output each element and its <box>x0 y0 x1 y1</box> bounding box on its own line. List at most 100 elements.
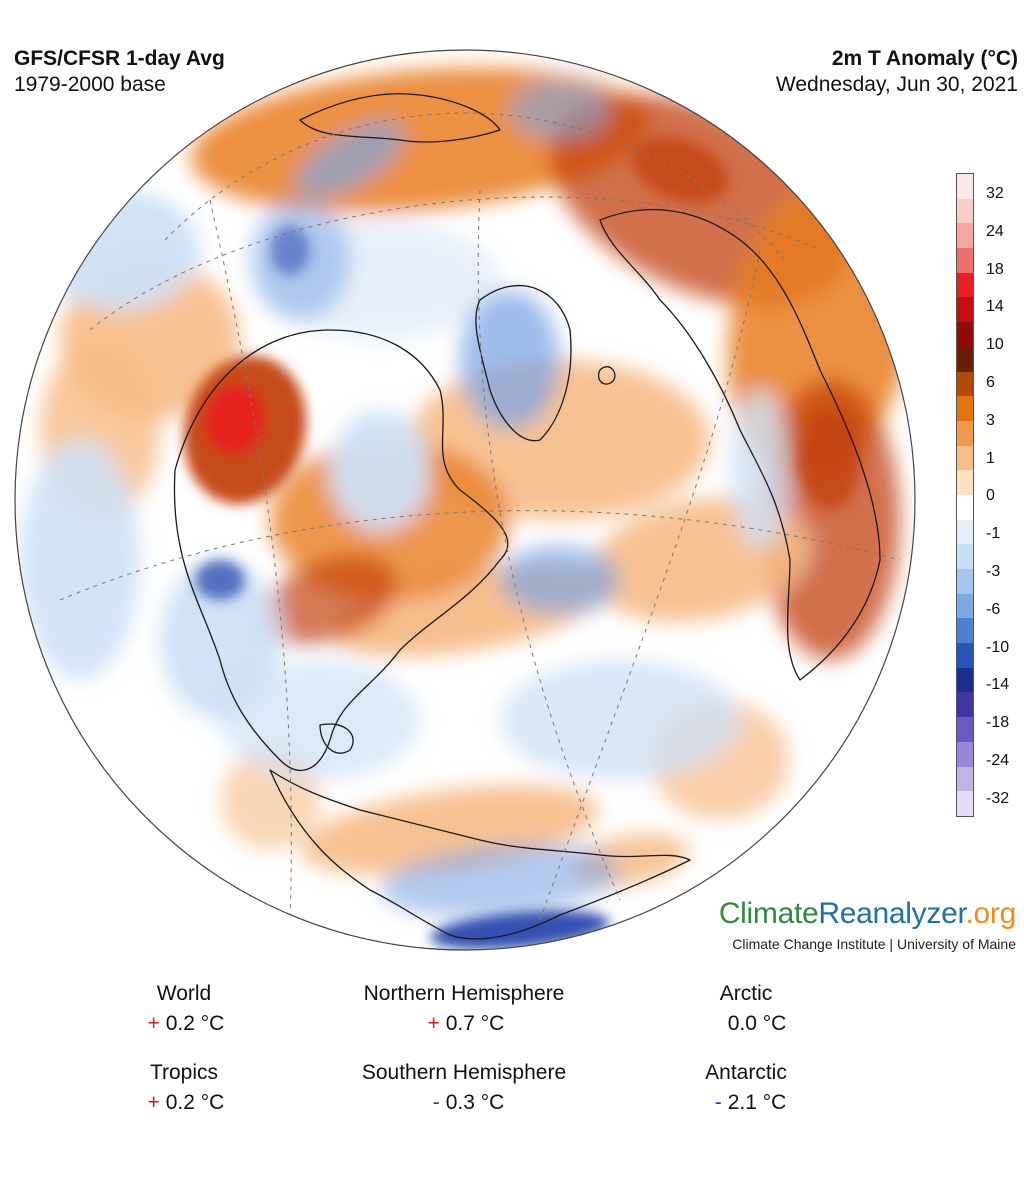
stat-value-row: +0.2 °C <box>34 1010 334 1038</box>
stat-world: World +0.2 °C <box>34 980 334 1038</box>
anomaly-hotspot <box>800 410 860 510</box>
anomaly-cool-region <box>460 290 560 430</box>
graticule-line <box>209 199 292 921</box>
anomaly-coldspot <box>195 560 245 600</box>
stat-northern-hemisphere: Northern Hemisphere +0.7 °C <box>314 980 614 1038</box>
legend-swatch <box>957 766 973 792</box>
stat-southern-hemisphere: Southern Hemisphere -0.3 °C <box>314 1059 614 1117</box>
brand-block: ClimateReanalyzer.org Climate Change Ins… <box>719 896 1016 954</box>
baseline-label: 1979-2000 base <box>14 73 166 96</box>
anomaly-cool-region <box>296 123 404 197</box>
coastline <box>299 93 501 143</box>
brand-logo-part-reanalyzer: Reanalyzer <box>818 897 966 930</box>
anomaly-hotspot <box>204 385 266 455</box>
brand-logo-part-org: .org <box>965 897 1017 930</box>
legend-label: 18 <box>986 260 1004 278</box>
stat-value: 0.2 °C <box>165 1012 225 1035</box>
anomaly-cool-region <box>220 660 420 780</box>
stat-sign: - <box>432 1091 440 1114</box>
stat-name: Tropics <box>149 1061 219 1084</box>
dataset-title: GFS/CFSR 1-day Avg <box>14 47 225 70</box>
stat-sign: + <box>427 1012 440 1035</box>
anomaly-cool-region <box>40 190 200 310</box>
legend-label: 6 <box>986 374 995 391</box>
stat-sign: + <box>147 1091 160 1114</box>
stat-name: Northern Hemisphere <box>363 982 565 1005</box>
brand-logo[interactable]: ClimateReanalyzer.org <box>719 896 1016 932</box>
stat-value-row: +0.2 °C <box>34 1089 334 1117</box>
legend-swatch <box>957 322 973 347</box>
legend-swatch <box>957 593 973 619</box>
stat-value-row: 0.0 °C <box>596 1010 896 1038</box>
legend-swatch <box>957 248 973 273</box>
anomaly-globe-map <box>14 49 916 951</box>
anomaly-cool-region <box>510 80 610 140</box>
legend-swatch <box>957 346 973 372</box>
legend-swatch <box>957 445 973 471</box>
legend-label: -32 <box>986 789 1010 807</box>
anomaly-cool-region <box>500 660 740 780</box>
coastline <box>597 366 616 385</box>
legend-swatch <box>957 272 973 298</box>
stat-sign: - <box>714 1091 722 1114</box>
legend-swatch <box>957 569 973 594</box>
header-right: 2m T Anomaly (°C) Wednesday, Jun 30, 202… <box>776 46 1018 98</box>
legend-swatch <box>957 494 973 520</box>
legend-colorbar <box>956 173 974 817</box>
legend-swatch <box>957 470 973 495</box>
stat-antarctic: Antarctic -2.1 °C <box>596 1059 896 1117</box>
legend-label: 3 <box>986 411 995 429</box>
stat-value: 2.1 °C <box>727 1091 787 1114</box>
legend-label: -3 <box>986 563 1001 580</box>
anomaly-cool-region <box>500 545 620 615</box>
coastline <box>173 329 509 771</box>
graticule-line <box>477 189 621 901</box>
anomaly-warm-region <box>262 555 398 645</box>
legend-label: -1 <box>986 525 1001 543</box>
anomaly-hotspot <box>631 137 729 203</box>
color-legend: 32 24 18 14 10 6 3 1 0 -1 -3 -6 -10 -14 -18 -24 -32 <box>956 173 1020 819</box>
stat-name: World <box>156 982 212 1005</box>
legend-label: 32 <box>986 185 1004 202</box>
stat-name: Arctic <box>719 982 773 1005</box>
stat-tropics: Tropics +0.2 °C <box>34 1059 334 1117</box>
stat-value: 0.0 °C <box>727 1012 787 1035</box>
legend-swatch <box>957 198 973 224</box>
header-left: GFS/CFSR 1-day Avg 1979-2000 base <box>14 46 225 98</box>
legend-swatch <box>957 618 973 644</box>
anomaly-warm-region <box>760 380 900 660</box>
legend-swatch <box>957 544 973 569</box>
legend-label: -14 <box>986 676 1010 694</box>
legend-label: 1 <box>986 449 995 467</box>
legend-swatch <box>957 643 973 668</box>
stat-name: Antarctic <box>705 1061 787 1084</box>
legend-label: 24 <box>986 222 1004 240</box>
brand-tagline: Climate Change Institute | University of… <box>732 936 1016 952</box>
legend-swatch <box>957 741 973 767</box>
coastline <box>319 723 354 754</box>
legend-swatch <box>957 717 973 742</box>
legend-label: -24 <box>986 752 1010 769</box>
legend-label: -10 <box>986 638 1010 656</box>
stat-value-row: -2.1 °C <box>596 1089 896 1117</box>
stat-value: 0.2 °C <box>165 1091 225 1114</box>
legend-swatch <box>957 223 973 249</box>
anomaly-cool-region <box>330 410 430 530</box>
coastline <box>599 209 881 681</box>
stat-arctic: Arctic 0.0 °C <box>596 980 896 1038</box>
legend-swatch <box>957 667 973 693</box>
regional-stats: World +0.2 °C Northern Hemisphere +0.7 °… <box>0 980 1024 1130</box>
legend-swatch <box>957 420 973 446</box>
legend-swatch <box>957 692 973 718</box>
legend-swatch <box>957 519 973 545</box>
anomaly-cool-region <box>380 843 620 917</box>
legend-label: -18 <box>986 714 1010 732</box>
coastline <box>475 284 572 442</box>
anomaly-cool-region <box>20 440 140 680</box>
graticule-line <box>539 249 761 921</box>
coastline <box>269 769 691 940</box>
stat-value: 0.7 °C <box>445 1012 505 1035</box>
legend-swatch <box>957 174 973 199</box>
legend-label: 10 <box>986 336 1004 354</box>
globe-outline <box>14 49 916 951</box>
